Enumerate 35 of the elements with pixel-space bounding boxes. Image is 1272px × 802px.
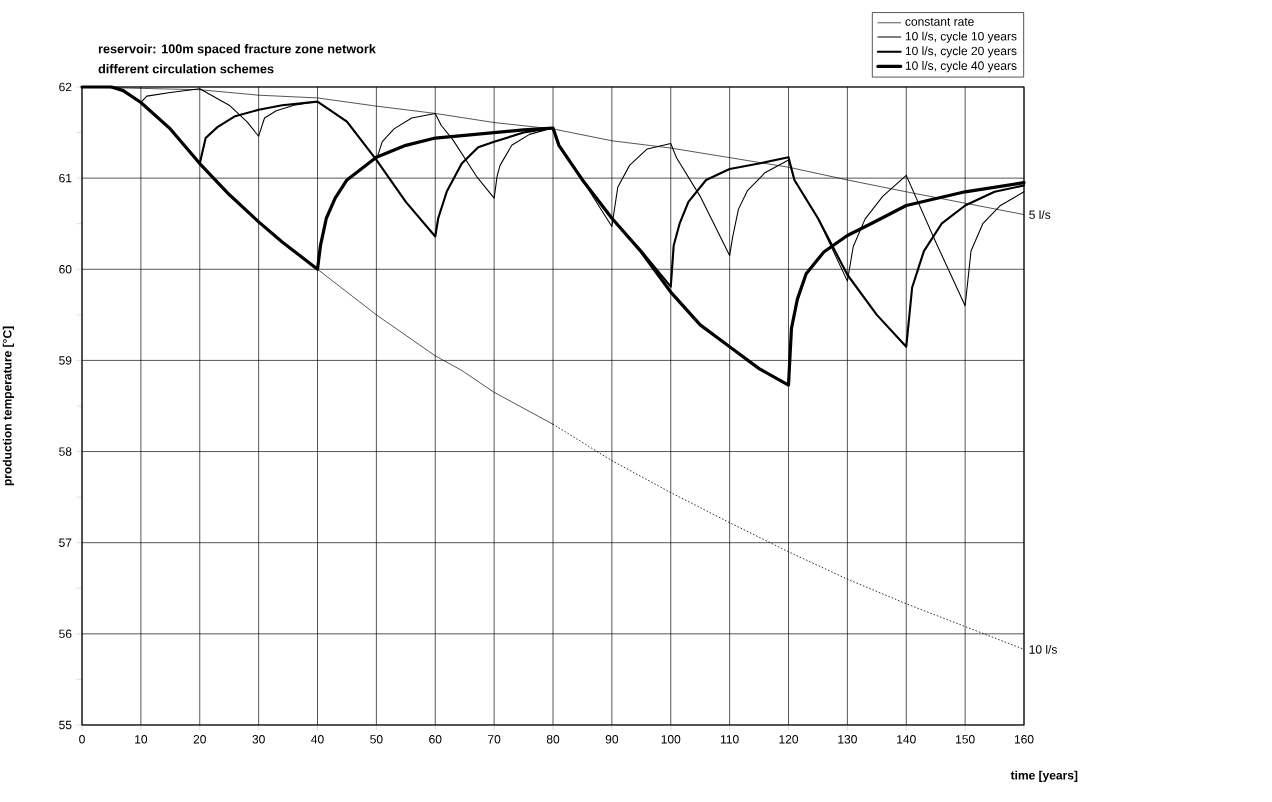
x-tick-label: 160 bbox=[1014, 735, 1034, 744]
y-tick-label: 58 bbox=[59, 447, 72, 456]
y-tick-label: 59 bbox=[59, 356, 72, 365]
x-tick-label: 30 bbox=[252, 735, 265, 744]
y-tick-label: 56 bbox=[59, 629, 72, 639]
y-tick-label: 60 bbox=[59, 265, 72, 274]
y-tick-label: 61 bbox=[59, 173, 72, 183]
y-tick-label: 57 bbox=[59, 538, 72, 547]
x-tick-label: 40 bbox=[311, 735, 324, 744]
chart-title: reservoir: 100m spaced fracture zone network bbox=[98, 44, 376, 56]
x-tick-label: 10 bbox=[135, 735, 148, 744]
legend-label: 10 l/s, cycle 20 years bbox=[905, 46, 1017, 58]
x-axis-title: time [years] bbox=[1010, 770, 1078, 782]
x-tick-label: 20 bbox=[193, 735, 206, 744]
annotation: 5 l/s bbox=[1029, 210, 1051, 220]
chart-subtitle: different circulation schemes bbox=[98, 64, 274, 74]
x-tick-label: 110 bbox=[720, 735, 739, 744]
y-tick-label: 55 bbox=[59, 720, 72, 730]
x-tick-label: 130 bbox=[838, 735, 857, 744]
x-tick-label: 50 bbox=[370, 735, 383, 744]
legend-label: 10 l/s, cycle 10 years bbox=[905, 31, 1017, 43]
x-tick-label: 150 bbox=[956, 735, 975, 744]
x-tick-label: 70 bbox=[488, 735, 501, 744]
x-tick-label: 100 bbox=[661, 735, 681, 744]
annotation: 10 l/s bbox=[1029, 644, 1057, 654]
y-axis-title: production temperature [°C] bbox=[2, 326, 14, 486]
legend-label: 10 l/s, cycle 40 years bbox=[905, 61, 1017, 73]
x-tick-label: 120 bbox=[779, 735, 799, 744]
x-tick-label: 140 bbox=[897, 735, 916, 744]
x-tick-label: 60 bbox=[429, 735, 442, 744]
x-tick-label: 80 bbox=[546, 735, 560, 744]
x-tick-label: 90 bbox=[605, 735, 619, 744]
legend-label: constant rate bbox=[905, 17, 974, 26]
x-tick-label: 0 bbox=[79, 735, 85, 744]
y-tick-label: 62 bbox=[59, 82, 72, 92]
